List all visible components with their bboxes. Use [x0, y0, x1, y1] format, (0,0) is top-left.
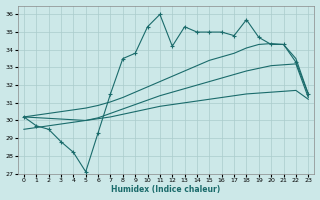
X-axis label: Humidex (Indice chaleur): Humidex (Indice chaleur) [111, 185, 221, 194]
